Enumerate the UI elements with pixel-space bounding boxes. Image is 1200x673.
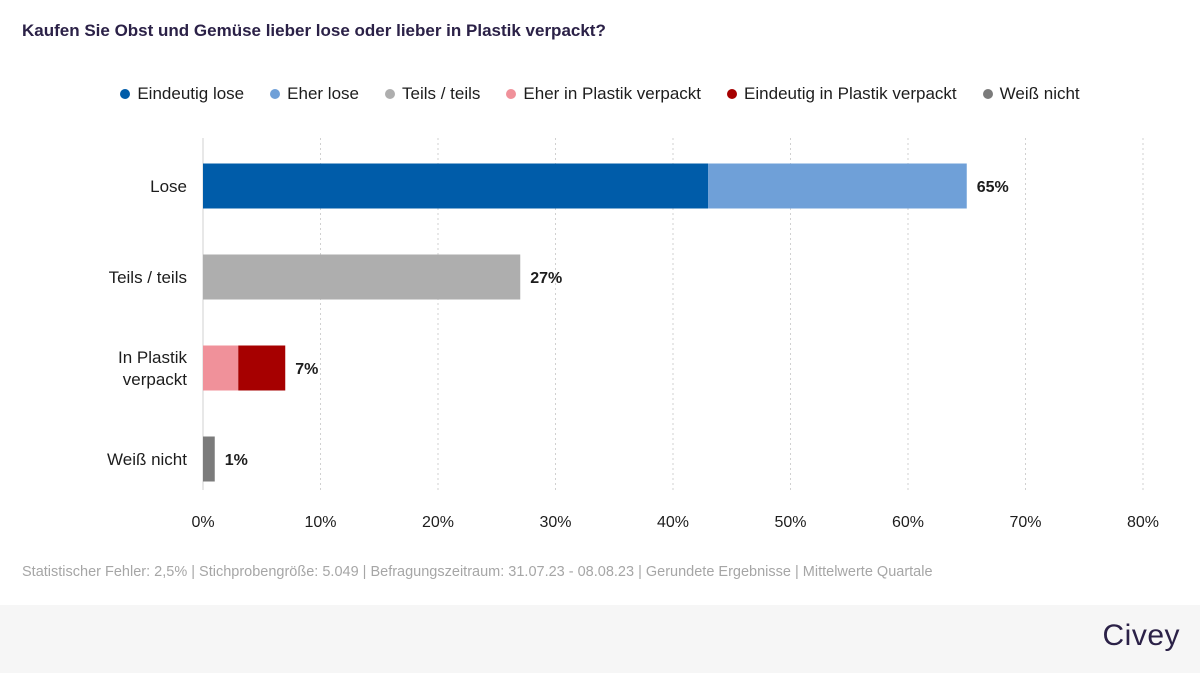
chart-title: Kaufen Sie Obst und Gemüse lieber lose o… bbox=[22, 21, 606, 40]
legend-label: Eindeutig in Plastik verpackt bbox=[744, 84, 957, 103]
legend-swatch bbox=[982, 89, 993, 99]
data-label: 1% bbox=[225, 452, 248, 469]
legend-swatch bbox=[727, 89, 738, 99]
x-tick-label: 0% bbox=[191, 514, 214, 531]
legend: Eindeutig lose Eher lose Teils / teils Eher… bbox=[0, 84, 1200, 104]
category-label: Lose bbox=[150, 177, 187, 196]
x-tick-label: 10% bbox=[304, 514, 336, 531]
legend-label: Teils / teils bbox=[401, 84, 481, 103]
x-tick-label: 40% bbox=[657, 514, 689, 531]
x-tick-label: 80% bbox=[1127, 514, 1159, 531]
legend-item: Weiß nicht bbox=[982, 84, 1080, 104]
legend-label: Weiß nicht bbox=[999, 84, 1080, 103]
bar-segment bbox=[203, 163, 709, 209]
bar-segment bbox=[708, 163, 967, 209]
category-label: In Plastik verpackt bbox=[118, 348, 187, 389]
legend-swatch bbox=[506, 89, 517, 99]
category-label: Weiß nicht bbox=[107, 450, 187, 469]
bar-segment bbox=[203, 345, 239, 391]
brand-logo: Civey bbox=[1102, 619, 1180, 652]
x-tick-label: 30% bbox=[539, 514, 571, 531]
legend-label: Eindeutig lose bbox=[137, 84, 245, 103]
legend-item: Eher in Plastik verpackt bbox=[506, 84, 701, 104]
x-tick-label: 50% bbox=[774, 514, 806, 531]
category-label: Teils / teils bbox=[109, 268, 187, 287]
footer: Civey bbox=[0, 605, 1200, 673]
data-label: 27% bbox=[530, 270, 562, 287]
x-tick-label: 20% bbox=[422, 514, 454, 531]
legend-item: Teils / teils bbox=[384, 84, 481, 104]
bar-segment bbox=[203, 436, 215, 482]
x-tick-label: 70% bbox=[1009, 514, 1041, 531]
data-label: 65% bbox=[977, 179, 1009, 196]
data-label: 7% bbox=[295, 361, 318, 378]
x-tick-label: 60% bbox=[892, 514, 924, 531]
legend-swatch bbox=[120, 89, 131, 99]
footnote: Statistischer Fehler: 2,5% | Stichproben… bbox=[22, 564, 933, 580]
legend-item: Eher lose bbox=[270, 84, 359, 104]
legend-item: Eindeutig in Plastik verpackt bbox=[727, 84, 957, 104]
legend-label: Eher in Plastik verpackt bbox=[523, 84, 702, 103]
legend-swatch bbox=[384, 89, 395, 99]
bar-chart: 0% 10% 20% 30% 40% 50% 60% 70% 80% 65% Lose 27% Teil… bbox=[107, 138, 1159, 531]
legend-item: Eindeutig lose bbox=[120, 84, 244, 104]
legend-swatch bbox=[270, 89, 281, 99]
bar-segment bbox=[238, 345, 286, 391]
bar-segment bbox=[203, 254, 521, 300]
legend-label: Eher lose bbox=[287, 84, 359, 103]
